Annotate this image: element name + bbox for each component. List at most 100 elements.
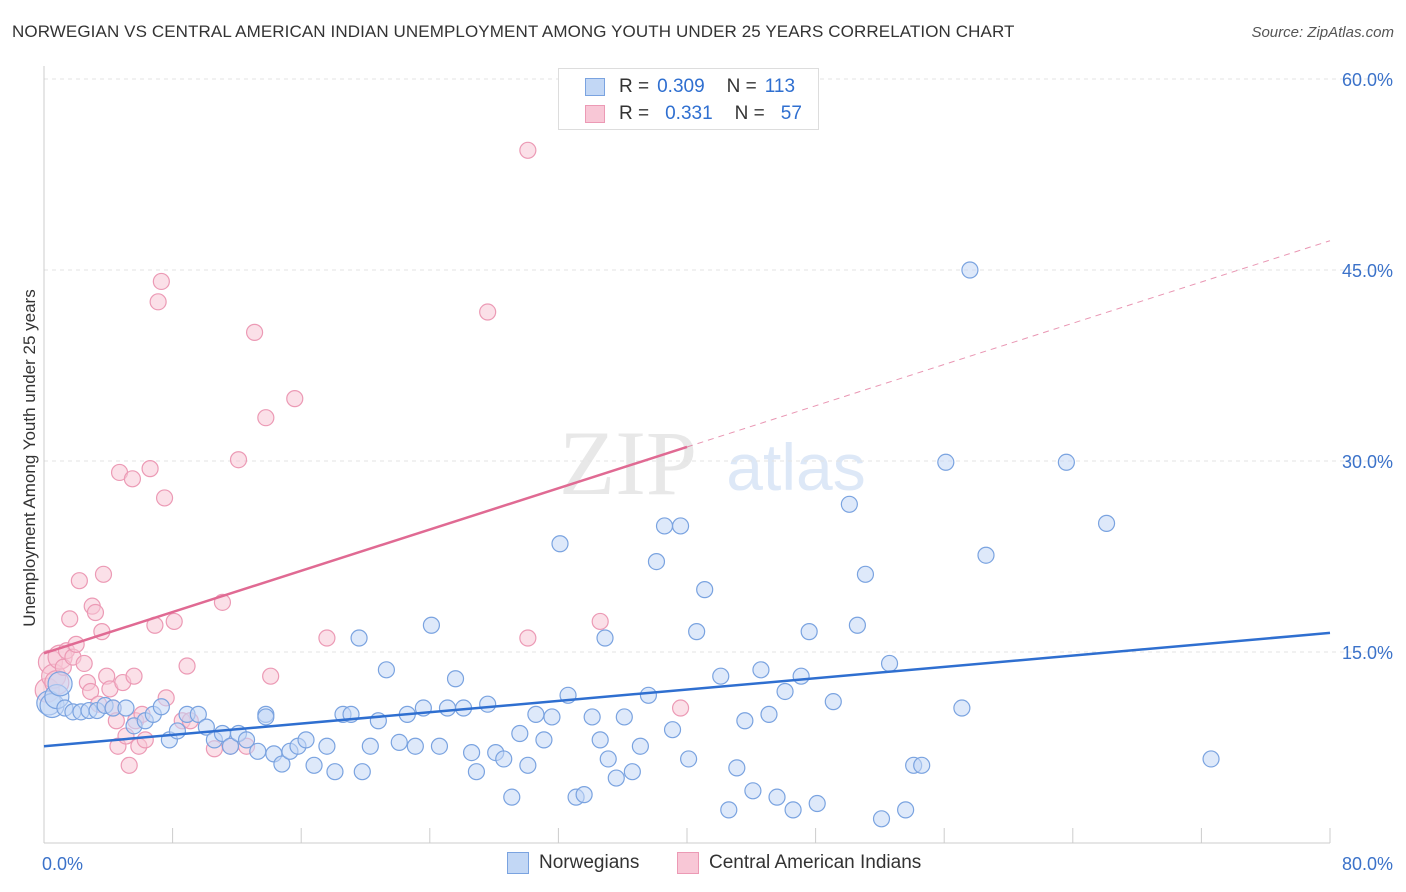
norwegians-point <box>937 453 955 471</box>
norwegians-point <box>591 731 609 749</box>
y-tick-label: 15.0% <box>1342 643 1393 663</box>
norwegians-point <box>318 737 336 755</box>
legend-item-norwegians: Norwegians <box>507 852 639 874</box>
norwegians-point <box>977 546 995 564</box>
central-american-indians-point <box>519 141 537 159</box>
n-value: 57 <box>780 103 802 124</box>
norwegians-point <box>688 623 706 641</box>
norwegians-point <box>680 750 698 768</box>
n-value: 113 <box>764 76 796 97</box>
central-american-indians-point <box>671 699 690 717</box>
x-tick-label: 0.0% <box>42 854 83 874</box>
norwegians-point <box>848 616 866 634</box>
central-american-indians-point <box>125 667 143 685</box>
legend-label-central-american-indians: Central American Indians <box>709 852 922 873</box>
central-american-indians-point <box>479 303 497 321</box>
r-label: R = <box>619 76 650 97</box>
norwegians-point <box>744 782 762 800</box>
norwegians-point <box>623 763 641 781</box>
stats-legend: R = 0.309 N = 113 R = 0.331 N = 57 <box>558 68 819 130</box>
norwegians-legend-swatch <box>507 852 529 874</box>
norwegians-point <box>872 810 891 828</box>
norwegians-point <box>406 737 424 755</box>
norwegians-point <box>390 733 408 752</box>
norwegians-point <box>305 756 323 774</box>
norwegians-point <box>808 794 826 813</box>
central-american-indians-point <box>136 731 154 749</box>
norwegians-point <box>297 731 315 749</box>
central-american-indians-point <box>123 470 142 488</box>
norwegians-point <box>615 708 633 726</box>
norwegians-point <box>583 708 601 726</box>
legend-item-central-american-indians: Central American Indians <box>677 852 921 874</box>
central-american-indians-point <box>152 272 170 291</box>
central-american-indians-point <box>591 612 609 631</box>
central-american-indians-point <box>120 756 138 774</box>
legend-label-norwegians: Norwegians <box>539 852 640 873</box>
norwegians-point <box>361 737 379 755</box>
norwegians-point <box>736 712 754 730</box>
norwegians-point <box>760 705 778 723</box>
norwegians-point <box>467 763 486 781</box>
norwegians-point <box>575 786 593 804</box>
norwegians-point <box>712 667 730 685</box>
central-american-indians-point <box>149 293 167 311</box>
norwegians-point <box>257 708 275 726</box>
norwegians-point <box>326 763 344 781</box>
norwegians-trend-line <box>43 631 1331 748</box>
norwegians-point <box>1097 514 1116 532</box>
norwegians-point <box>350 629 368 647</box>
central-american-indians-point <box>262 667 280 685</box>
norwegians-point <box>519 756 537 774</box>
central-american-indians-point <box>165 612 183 631</box>
norwegians-point <box>961 261 979 279</box>
central-american-indians-swatch <box>585 105 605 123</box>
central-american-indians-point <box>86 603 105 622</box>
norwegians-point <box>752 661 770 679</box>
norwegians-point <box>221 737 240 755</box>
norwegians-point <box>1202 750 1220 768</box>
norwegians-point <box>446 670 465 688</box>
norwegians-point <box>430 737 449 755</box>
norwegians-point <box>1057 453 1075 471</box>
norwegians-point <box>720 801 738 819</box>
central-american-indians-point <box>519 629 537 647</box>
norwegians-point <box>768 788 786 806</box>
norwegians-point <box>422 616 441 634</box>
norwegians-point <box>607 769 625 787</box>
r-value: 0.309 <box>657 76 705 97</box>
norwegians-point <box>655 517 674 535</box>
norwegians-point <box>663 721 682 739</box>
norwegians-point <box>696 581 714 599</box>
central-american-indians-point <box>141 460 159 478</box>
n-label: N = <box>726 76 757 97</box>
norwegians-point <box>897 801 915 819</box>
norwegians-point <box>776 682 794 701</box>
chart-title: NORWEGIAN VS CENTRAL AMERICAN INDIAN UNE… <box>12 22 1015 41</box>
central-american-indians-point <box>178 657 196 675</box>
norwegians-point <box>462 743 481 762</box>
norwegians-point <box>840 495 858 513</box>
y-tick-label: 45.0% <box>1342 261 1393 281</box>
central-american-indians-point <box>245 323 264 341</box>
central-american-indians-point <box>94 565 113 583</box>
norwegians-point <box>880 654 899 673</box>
x-tick-label: 80.0% <box>1342 854 1393 874</box>
norwegians-point <box>728 759 746 777</box>
series-legend: Norwegians Central American Indians <box>0 852 1406 878</box>
norwegians-point <box>479 695 497 713</box>
norwegians-point <box>249 742 267 760</box>
norwegians-point <box>913 756 931 774</box>
norwegians-point <box>438 699 457 717</box>
norwegians-point <box>647 552 666 571</box>
central-american-indians-point <box>61 610 79 628</box>
norwegians-point <box>800 623 818 641</box>
central-american-indians-trend-line <box>43 445 688 655</box>
r-value: 0.331 <box>665 103 713 124</box>
central-american-indians-point <box>257 409 275 427</box>
central-american-indians-point <box>229 451 248 469</box>
norwegians-point <box>495 750 513 768</box>
stats-row-norwegians: R = 0.309 N = 113 <box>585 75 795 99</box>
norwegians-point <box>152 698 170 716</box>
